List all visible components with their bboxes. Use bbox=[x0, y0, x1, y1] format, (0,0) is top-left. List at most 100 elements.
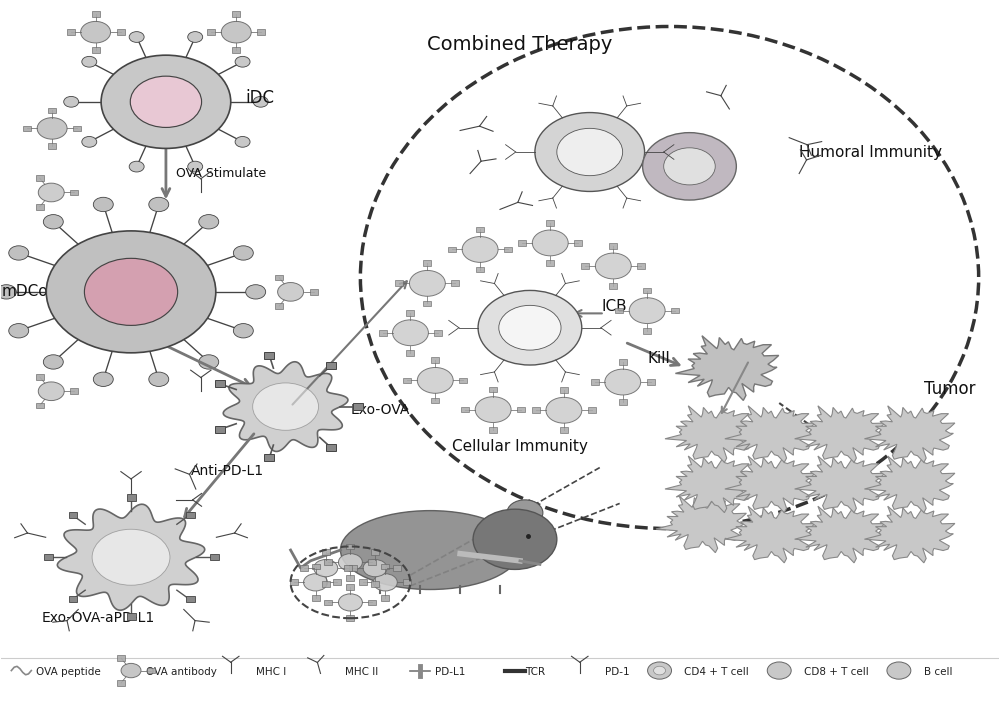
FancyBboxPatch shape bbox=[73, 125, 81, 131]
FancyBboxPatch shape bbox=[423, 300, 431, 306]
FancyBboxPatch shape bbox=[353, 403, 363, 410]
Circle shape bbox=[93, 197, 113, 212]
Circle shape bbox=[82, 56, 97, 67]
Circle shape bbox=[82, 137, 97, 147]
FancyBboxPatch shape bbox=[591, 379, 599, 385]
Circle shape bbox=[767, 662, 791, 679]
Polygon shape bbox=[795, 506, 885, 563]
FancyBboxPatch shape bbox=[36, 402, 44, 408]
FancyBboxPatch shape bbox=[70, 388, 78, 394]
Text: Anti-PD-L1: Anti-PD-L1 bbox=[191, 464, 264, 478]
FancyBboxPatch shape bbox=[215, 426, 225, 433]
FancyBboxPatch shape bbox=[431, 357, 439, 363]
Circle shape bbox=[314, 559, 338, 577]
Circle shape bbox=[38, 183, 64, 202]
FancyBboxPatch shape bbox=[393, 565, 401, 571]
FancyBboxPatch shape bbox=[615, 307, 623, 313]
Circle shape bbox=[93, 372, 113, 387]
Circle shape bbox=[84, 258, 178, 325]
FancyBboxPatch shape bbox=[232, 48, 240, 53]
Circle shape bbox=[629, 297, 665, 323]
Circle shape bbox=[233, 246, 253, 260]
FancyBboxPatch shape bbox=[117, 30, 125, 35]
FancyBboxPatch shape bbox=[48, 143, 56, 149]
FancyBboxPatch shape bbox=[92, 12, 100, 17]
FancyBboxPatch shape bbox=[127, 613, 136, 620]
Circle shape bbox=[37, 117, 67, 139]
FancyBboxPatch shape bbox=[546, 220, 554, 225]
FancyBboxPatch shape bbox=[406, 310, 414, 315]
FancyBboxPatch shape bbox=[300, 565, 308, 571]
FancyBboxPatch shape bbox=[312, 564, 320, 570]
FancyBboxPatch shape bbox=[379, 330, 387, 336]
Polygon shape bbox=[864, 456, 955, 513]
Circle shape bbox=[64, 96, 79, 107]
Circle shape bbox=[648, 662, 672, 679]
FancyBboxPatch shape bbox=[264, 352, 274, 359]
Text: Exo-OVA-aPD-L1: Exo-OVA-aPD-L1 bbox=[41, 611, 155, 625]
FancyBboxPatch shape bbox=[36, 374, 44, 380]
FancyBboxPatch shape bbox=[647, 379, 655, 385]
FancyBboxPatch shape bbox=[264, 454, 274, 462]
FancyBboxPatch shape bbox=[434, 330, 442, 336]
Circle shape bbox=[417, 367, 453, 393]
FancyBboxPatch shape bbox=[546, 260, 554, 266]
Circle shape bbox=[532, 230, 568, 256]
Polygon shape bbox=[795, 406, 885, 462]
FancyBboxPatch shape bbox=[560, 387, 568, 393]
Circle shape bbox=[235, 56, 250, 67]
Polygon shape bbox=[864, 506, 955, 563]
FancyBboxPatch shape bbox=[346, 544, 354, 549]
FancyBboxPatch shape bbox=[117, 680, 125, 686]
FancyBboxPatch shape bbox=[381, 564, 389, 570]
FancyBboxPatch shape bbox=[609, 243, 617, 249]
FancyBboxPatch shape bbox=[619, 359, 627, 365]
FancyBboxPatch shape bbox=[324, 600, 332, 606]
FancyBboxPatch shape bbox=[489, 387, 497, 392]
Polygon shape bbox=[725, 456, 815, 513]
FancyBboxPatch shape bbox=[344, 565, 352, 571]
Circle shape bbox=[253, 96, 268, 107]
FancyBboxPatch shape bbox=[359, 580, 367, 585]
Circle shape bbox=[221, 22, 251, 43]
FancyBboxPatch shape bbox=[406, 350, 414, 356]
Text: Humoral Immunity: Humoral Immunity bbox=[799, 145, 942, 160]
FancyBboxPatch shape bbox=[232, 12, 240, 17]
Circle shape bbox=[253, 383, 319, 431]
Circle shape bbox=[557, 128, 623, 176]
FancyBboxPatch shape bbox=[574, 240, 582, 246]
Text: OVA peptide: OVA peptide bbox=[36, 667, 101, 677]
Polygon shape bbox=[725, 506, 815, 563]
FancyBboxPatch shape bbox=[671, 307, 679, 313]
Circle shape bbox=[664, 148, 715, 185]
FancyBboxPatch shape bbox=[333, 580, 341, 585]
Circle shape bbox=[595, 253, 631, 279]
Circle shape bbox=[393, 320, 428, 346]
Polygon shape bbox=[665, 456, 755, 513]
Circle shape bbox=[81, 22, 111, 43]
Circle shape bbox=[462, 237, 498, 262]
Circle shape bbox=[304, 574, 327, 591]
FancyBboxPatch shape bbox=[476, 266, 484, 272]
FancyBboxPatch shape bbox=[643, 288, 651, 294]
FancyBboxPatch shape bbox=[637, 263, 645, 269]
FancyBboxPatch shape bbox=[23, 125, 31, 131]
Text: Exo-OVA: Exo-OVA bbox=[350, 403, 410, 417]
Circle shape bbox=[473, 509, 557, 570]
Circle shape bbox=[101, 55, 231, 148]
Text: ICB: ICB bbox=[602, 299, 627, 314]
FancyBboxPatch shape bbox=[275, 303, 283, 309]
FancyBboxPatch shape bbox=[517, 407, 525, 413]
Circle shape bbox=[46, 231, 216, 353]
FancyBboxPatch shape bbox=[127, 494, 136, 500]
FancyBboxPatch shape bbox=[368, 600, 376, 606]
Circle shape bbox=[643, 132, 736, 200]
FancyBboxPatch shape bbox=[581, 263, 589, 269]
FancyBboxPatch shape bbox=[349, 565, 357, 571]
FancyBboxPatch shape bbox=[92, 48, 100, 53]
Circle shape bbox=[149, 197, 169, 212]
Circle shape bbox=[129, 161, 144, 172]
Circle shape bbox=[43, 355, 63, 369]
FancyBboxPatch shape bbox=[619, 400, 627, 405]
FancyBboxPatch shape bbox=[210, 554, 219, 560]
